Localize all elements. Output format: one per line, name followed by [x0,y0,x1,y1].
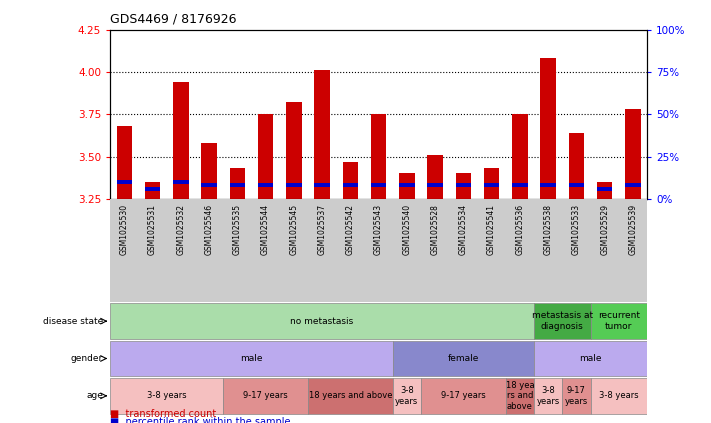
Text: disease state: disease state [43,317,103,326]
Text: GSM1025531: GSM1025531 [148,204,157,255]
Bar [512,183,528,187]
Text: 9-17 years: 9-17 years [441,391,486,400]
Bar [456,183,471,187]
Text: 3-8 years: 3-8 years [599,391,638,400]
Bar [314,183,330,187]
Bar [456,173,471,199]
Bar [392,378,421,414]
Bar [173,180,188,184]
Bar [540,58,556,199]
Bar [597,182,612,199]
Text: 3-8
years: 3-8 years [537,386,560,406]
Text: GSM1025543: GSM1025543 [374,204,383,255]
Bar [110,303,534,339]
Text: GDS4469 / 8176926: GDS4469 / 8176926 [110,13,237,26]
Bar [399,173,415,199]
Bar [145,187,161,191]
Text: ■  percentile rank within the sample: ■ percentile rank within the sample [110,417,291,423]
Text: GSM1025540: GSM1025540 [402,204,412,255]
Bar [110,378,223,414]
Text: GSM1025542: GSM1025542 [346,204,355,255]
Bar [230,183,245,187]
Text: metastasis at
diagnosis: metastasis at diagnosis [532,311,593,331]
Bar [484,183,499,187]
Text: GSM1025528: GSM1025528 [431,204,439,255]
Bar [427,155,443,199]
Bar [117,126,132,199]
Bar [591,378,647,414]
Bar [371,183,386,187]
Bar [597,187,612,191]
Bar [117,180,132,184]
Text: gender: gender [71,354,103,363]
Text: 9-17
years: 9-17 years [565,386,588,406]
Bar [286,102,301,199]
Bar [534,303,591,339]
Bar [399,183,415,187]
Text: 18 yea
rs and
above: 18 yea rs and above [506,381,534,411]
Bar [258,114,273,199]
Bar [201,143,217,199]
Text: GSM1025546: GSM1025546 [205,204,213,255]
Text: GSM1025534: GSM1025534 [459,204,468,255]
Bar [343,162,358,199]
Text: GSM1025545: GSM1025545 [289,204,299,255]
Bar [110,341,392,376]
Bar [591,303,647,339]
Text: GSM1025541: GSM1025541 [487,204,496,255]
Text: female: female [448,354,479,363]
Text: GSM1025529: GSM1025529 [600,204,609,255]
Text: recurrent
tumor: recurrent tumor [598,311,640,331]
Text: GSM1025539: GSM1025539 [629,204,637,255]
Text: male: male [579,354,602,363]
Text: no metastasis: no metastasis [291,317,354,326]
Bar [534,341,647,376]
Bar [223,378,308,414]
Text: GSM1025535: GSM1025535 [232,204,242,255]
Bar [421,378,506,414]
Text: GSM1025532: GSM1025532 [176,204,186,255]
Bar [506,378,534,414]
Text: 9-17 years: 9-17 years [243,391,288,400]
Text: 18 years and above: 18 years and above [309,391,392,400]
Bar [569,183,584,187]
Bar [308,378,392,414]
Text: GSM1025533: GSM1025533 [572,204,581,255]
Text: GSM1025544: GSM1025544 [261,204,270,255]
Bar [534,378,562,414]
Text: GSM1025538: GSM1025538 [544,204,552,255]
Bar [625,183,641,187]
Bar [286,183,301,187]
Text: GSM1025537: GSM1025537 [318,204,326,255]
Bar [484,168,499,199]
Bar [625,109,641,199]
Text: age: age [86,391,103,400]
Text: 3-8 years: 3-8 years [147,391,186,400]
Bar [427,183,443,187]
Bar [201,183,217,187]
Text: 3-8
years: 3-8 years [395,386,419,406]
Bar [258,183,273,187]
Bar [343,183,358,187]
Bar [230,168,245,199]
Bar [314,70,330,199]
Bar [145,182,161,199]
Bar [392,341,534,376]
Text: ■  transformed count: ■ transformed count [110,409,216,419]
Bar [512,114,528,199]
Text: GSM1025536: GSM1025536 [515,204,525,255]
Bar [562,378,591,414]
Text: male: male [240,354,263,363]
Text: GSM1025530: GSM1025530 [120,204,129,255]
Bar [371,114,386,199]
Bar [540,183,556,187]
Bar [173,82,188,199]
Bar [569,133,584,199]
